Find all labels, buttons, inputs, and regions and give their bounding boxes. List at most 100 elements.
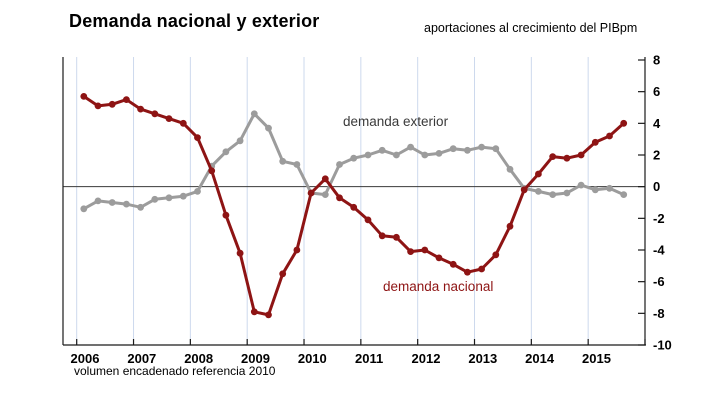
data-point-demanda-nacional [321,175,329,183]
data-point-demanda-exterior [563,189,571,197]
data-point-demanda-nacional [151,110,159,118]
data-point-demanda-exterior [350,154,358,162]
x-axis-label: 2011 [355,351,383,366]
data-point-demanda-nacional [123,96,130,103]
data-point-demanda-exterior [421,151,429,159]
data-point-demanda-exterior [364,151,372,159]
data-point-demanda-nacional [236,249,244,257]
x-axis-label: 2015 [582,351,611,366]
data-point-demanda-nacional [378,232,386,240]
data-point-demanda-nacional [307,189,315,197]
data-point-demanda-nacional [179,119,187,127]
data-point-demanda-exterior [321,191,329,199]
y-axis-label: 0 [653,179,660,194]
data-point-demanda-nacional [250,308,258,316]
x-axis-label: 2012 [412,351,441,366]
data-point-demanda-nacional [620,119,628,127]
data-point-demanda-nacional [94,102,102,110]
x-axis-label: 2009 [241,351,270,366]
data-point-demanda-nacional [165,115,173,122]
data-point-demanda-nacional [80,93,88,100]
x-axis-label: 2007 [127,351,156,366]
data-point-demanda-exterior [606,184,613,192]
data-point-demanda-nacional [208,167,216,175]
data-point-demanda-nacional [464,268,471,276]
data-point-demanda-exterior [591,186,599,194]
data-point-demanda-nacional [222,211,230,219]
series-label-demanda-exterior: demanda exterior [343,114,449,129]
data-point-demanda-nacional [350,203,358,211]
data-point-demanda-exterior [620,191,628,199]
data-point-demanda-exterior [151,195,159,203]
data-point-demanda-exterior [236,137,244,145]
data-point-demanda-nacional [407,248,414,256]
y-axis-label: -6 [653,274,665,289]
data-point-demanda-exterior [407,143,414,151]
data-point-demanda-nacional [520,186,528,194]
x-axis-label: 2010 [298,351,327,366]
data-point-demanda-nacional [421,246,429,254]
y-axis-label: 4 [653,116,661,131]
x-axis-label: 2013 [468,351,497,366]
data-point-demanda-nacional [279,270,287,278]
data-point-demanda-nacional [606,132,613,140]
series-label-demanda-nacional: demanda nacional [383,279,493,294]
data-point-demanda-exterior [506,165,514,173]
data-point-demanda-exterior [492,145,500,153]
data-point-demanda-nacional [492,251,500,259]
data-point-demanda-exterior [577,181,585,189]
data-point-demanda-exterior [194,188,201,195]
data-point-demanda-nacional [478,265,485,273]
chart-footnote: volumen encadenado referencia 2010 [74,364,276,378]
data-point-demanda-exterior [535,188,542,195]
x-axis-label: 2006 [71,351,100,366]
data-point-demanda-exterior [265,124,272,132]
data-point-demanda-exterior [80,205,88,213]
data-point-demanda-exterior [108,199,116,206]
data-point-demanda-nacional [449,260,457,268]
data-point-demanda-nacional [577,151,585,159]
data-point-demanda-exterior [279,157,287,165]
data-point-demanda-exterior [464,146,471,154]
data-point-demanda-exterior [549,191,557,199]
data-point-demanda-nacional [591,138,599,146]
data-point-demanda-nacional [549,153,557,161]
data-point-demanda-nacional [265,311,272,319]
y-axis-label: 8 [653,53,660,68]
data-point-demanda-nacional [108,100,116,108]
data-point-demanda-exterior [293,161,301,168]
y-axis-label: 2 [653,148,660,163]
data-point-demanda-nacional [336,194,343,202]
data-point-demanda-nacional [293,246,301,254]
y-axis-label: 6 [653,84,660,99]
data-point-demanda-exterior [378,146,386,154]
data-point-demanda-exterior [393,151,400,159]
y-axis-label: -2 [653,211,665,226]
data-point-demanda-nacional [563,154,571,162]
data-point-demanda-exterior [165,194,173,202]
data-point-demanda-nacional [194,134,201,142]
chart-subtitle: aportaciones al crecimiento del PIBpm [424,21,638,35]
data-point-demanda-exterior [435,150,443,157]
data-point-demanda-exterior [123,200,130,208]
data-point-demanda-nacional [137,105,145,113]
data-point-demanda-nacional [364,216,372,224]
y-axis-label: -4 [653,243,665,258]
data-point-demanda-nacional [435,254,443,262]
x-axis-label: 2008 [184,351,213,366]
data-point-demanda-exterior [478,143,485,151]
y-axis-label: -10 [653,338,672,353]
chart-title: Demanda nacional y exterior [69,11,320,31]
data-point-demanda-exterior [449,145,457,153]
data-point-demanda-exterior [137,203,145,211]
data-point-demanda-exterior [250,110,258,118]
data-point-demanda-exterior [222,148,230,156]
data-point-demanda-nacional [535,170,542,178]
data-point-demanda-nacional [506,222,514,230]
data-point-demanda-nacional [393,233,400,241]
data-point-demanda-exterior [179,192,187,200]
data-point-demanda-exterior [94,197,102,205]
y-axis-label: -8 [653,306,665,321]
